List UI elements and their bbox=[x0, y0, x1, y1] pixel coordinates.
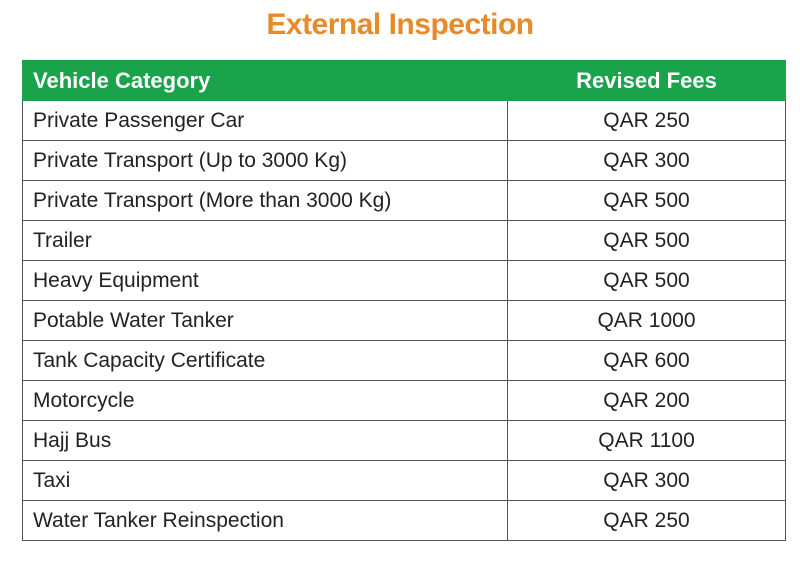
fee: QAR 300 bbox=[507, 460, 786, 501]
fee: QAR 600 bbox=[507, 340, 786, 381]
table-row: Private Transport (More than 3000 Kg) QAR… bbox=[22, 180, 786, 221]
vehicle-category: Private Transport (More than 3000 Kg) bbox=[22, 180, 508, 221]
column-header: Vehicle Category bbox=[22, 60, 508, 101]
vehicle-category: Tank Capacity Certificate bbox=[22, 340, 508, 381]
table-header: Vehicle Category Revised Fees bbox=[22, 60, 786, 101]
fee: QAR 500 bbox=[507, 180, 786, 221]
fee: QAR 300 bbox=[507, 140, 786, 181]
table-row: Potable Water Tanker QAR 1000 bbox=[22, 300, 786, 341]
vehicle-category: Motorcycle bbox=[22, 380, 508, 421]
column-header: Revised Fees bbox=[507, 60, 786, 101]
fee: QAR 1100 bbox=[507, 420, 786, 461]
vehicle-category: Private Transport (Up to 3000 Kg) bbox=[22, 140, 508, 181]
page-title: External Inspection bbox=[266, 8, 534, 41]
fee: QAR 200 bbox=[507, 380, 786, 421]
table-row: Private Transport (Up to 3000 Kg) QAR 300 bbox=[22, 140, 786, 181]
vehicle-category: Water Tanker Reinspection bbox=[22, 500, 508, 541]
vehicle-category: Potable Water Tanker bbox=[22, 300, 508, 341]
fee: QAR 500 bbox=[507, 260, 786, 301]
vehicle-category: Taxi bbox=[22, 460, 508, 501]
fee: QAR 500 bbox=[507, 220, 786, 261]
vehicle-category: Heavy Equipment bbox=[22, 260, 508, 301]
header-row: Vehicle Category Revised Fees bbox=[22, 60, 786, 101]
vehicle-category: Private Passenger Car bbox=[22, 100, 508, 141]
table-row: Hajj Bus QAR 1100 bbox=[22, 420, 786, 461]
vehicle-category: Hajj Bus bbox=[22, 420, 508, 461]
fee: QAR 250 bbox=[507, 500, 786, 541]
table-row: Heavy Equipment QAR 500 bbox=[22, 260, 786, 301]
fee: QAR 1000 bbox=[507, 300, 786, 341]
table-row: Water Tanker Reinspection QAR 250 bbox=[22, 500, 786, 541]
fee: QAR 250 bbox=[507, 100, 786, 141]
fees-table: Vehicle Category Revised Fees Private Pas… bbox=[22, 60, 786, 541]
table-body: Private Passenger Car QAR 250 Private Tran… bbox=[22, 100, 786, 541]
vehicle-category: Trailer bbox=[22, 220, 508, 261]
table-row: Taxi QAR 300 bbox=[22, 460, 786, 501]
table-row: Tank Capacity Certificate QAR 600 bbox=[22, 340, 786, 381]
table-row: Motorcycle QAR 200 bbox=[22, 380, 786, 421]
table-row: Trailer QAR 500 bbox=[22, 220, 786, 261]
table-row: Private Passenger Car QAR 250 bbox=[22, 100, 786, 141]
